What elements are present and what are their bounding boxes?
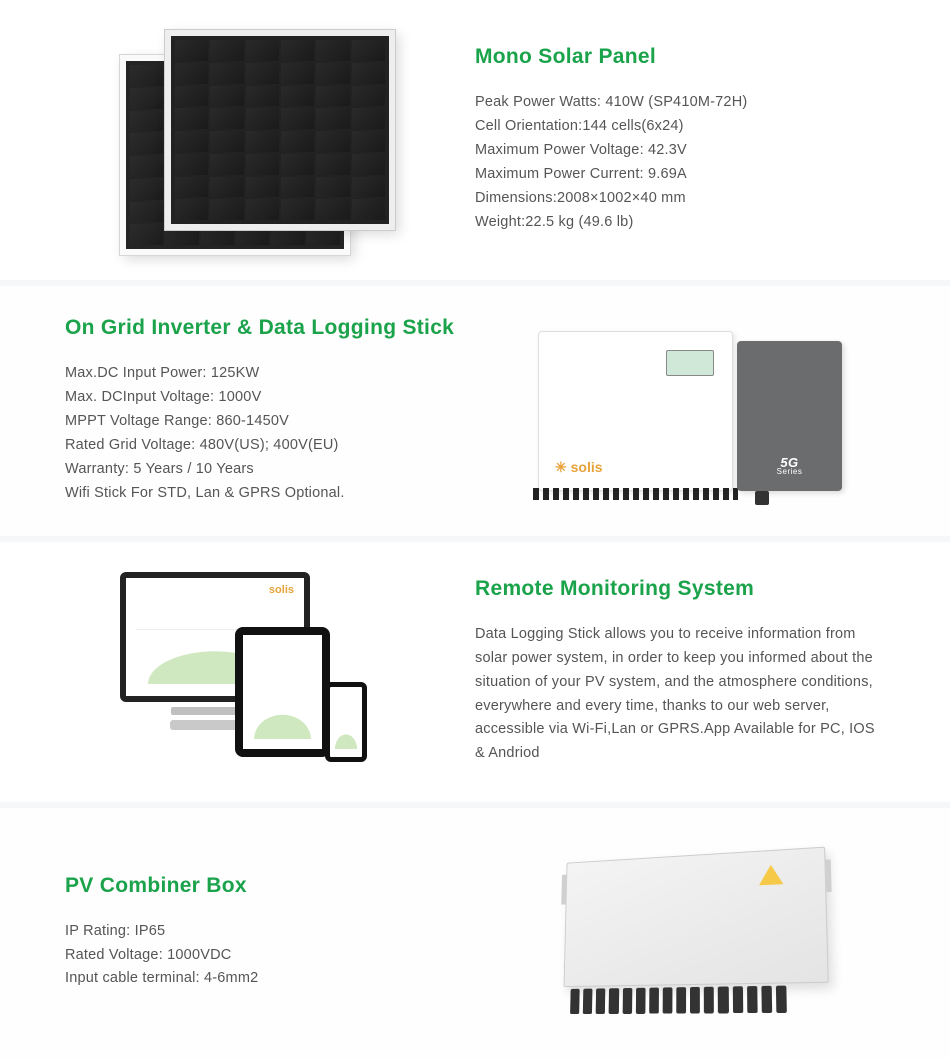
- combiner-box-icon: [564, 846, 829, 986]
- inverter-title: On Grid Inverter & Data Logging Stick: [65, 316, 475, 340]
- warning-triangle-icon: [759, 864, 784, 885]
- section-inverter: On Grid Inverter & Data Logging Stick Ma…: [0, 286, 950, 542]
- spec-line: Wifi Stick For STD, Lan & GPRS Optional.: [65, 482, 475, 506]
- spec-line: Rated Grid Voltage: 480V(US); 400V(EU): [65, 434, 475, 458]
- section-solar-panel: Mono Solar Panel Peak Power Watts: 410W …: [0, 0, 950, 286]
- spec-line: Maximum Power Voltage: 42.3V: [475, 139, 885, 163]
- combiner-specs: IP Rating: IP65 Rated Voltage: 1000VDC I…: [65, 920, 475, 992]
- spec-line: Rated Voltage: 1000VDC: [65, 944, 475, 968]
- spec-line: MPPT Voltage Range: 860-1450V: [65, 410, 475, 434]
- spec-line: Cell Orientation:144 cells(6x24): [475, 115, 885, 139]
- spec-line: IP Rating: IP65: [65, 920, 475, 944]
- spec-line: Peak Power Watts: 410W (SP410M-72H): [475, 91, 885, 115]
- spec-line: Warranty: 5 Years / 10 Years: [65, 458, 475, 482]
- spec-line: Weight:22.5 kg (49.6 lb): [475, 211, 885, 235]
- inverter-image: solis 5G Series: [485, 331, 895, 491]
- monitoring-description: Data Logging Stick allows you to receive…: [475, 623, 885, 767]
- solar-panel-image: [55, 30, 465, 250]
- spec-line: Maximum Power Current: 9.69A: [475, 163, 885, 187]
- series-label: 5G Series: [737, 455, 842, 473]
- inverter-unit-icon: solis: [538, 331, 733, 491]
- spec-line: Max. DCInput Voltage: 1000V: [65, 386, 475, 410]
- cable-connectors-icon: [570, 981, 787, 1014]
- section-combiner: PV Combiner Box IP Rating: IP65 Rated Vo…: [0, 808, 950, 1058]
- data-logger-icon: 5G Series: [737, 341, 842, 491]
- spec-line: Max.DC Input Power: 125KW: [65, 362, 475, 386]
- spec-line: Input cable terminal: 4-6mm2: [65, 967, 475, 991]
- inverter-brand-label: solis: [555, 459, 603, 476]
- section-monitoring: solis Remote Monitoring System Data Logg…: [0, 542, 950, 808]
- phone-icon: [325, 682, 367, 762]
- combiner-image: [485, 853, 895, 1013]
- inverter-specs: Max.DC Input Power: 125KW Max. DCInput V…: [65, 362, 475, 506]
- screen-brand-label: solis: [269, 584, 294, 596]
- monitoring-title: Remote Monitoring System: [475, 577, 885, 601]
- solar-panel-specs: Peak Power Watts: 410W (SP410M-72H) Cell…: [475, 91, 885, 235]
- solar-panel-front-icon: [165, 30, 395, 230]
- solar-panel-title: Mono Solar Panel: [475, 45, 885, 69]
- spec-line: Dimensions:2008×1002×40 mm: [475, 187, 885, 211]
- monitoring-image: solis: [55, 572, 465, 772]
- inverter-display-icon: [666, 350, 714, 376]
- combiner-title: PV Combiner Box: [65, 874, 475, 898]
- tablet-icon: [235, 627, 330, 757]
